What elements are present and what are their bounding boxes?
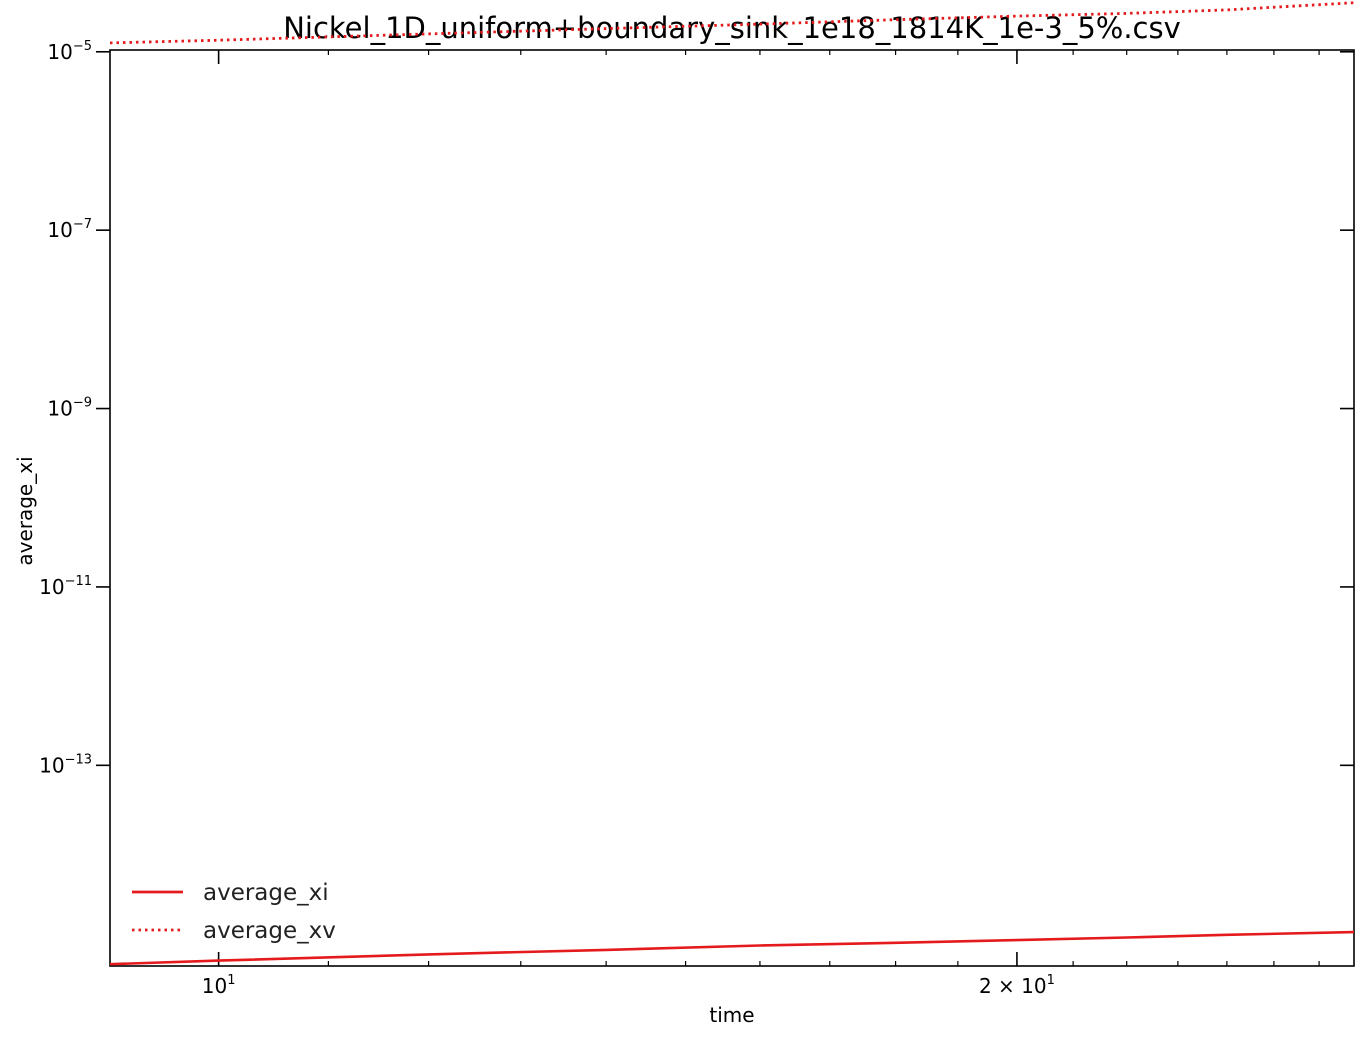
plot-area bbox=[109, 49, 1355, 967]
y-tick-label: 10−5 bbox=[47, 39, 92, 64]
x-axis-label: time bbox=[709, 1003, 754, 1027]
x-tick-label: 2 × 101 bbox=[979, 973, 1055, 998]
series-line-average-xv bbox=[109, 1, 1355, 45]
chart-title: Nickel_1D_uniform+boundary_sink_1e18_181… bbox=[283, 11, 1181, 45]
series-line-average-xi bbox=[109, 930, 1355, 966]
legend-label: average_xi bbox=[203, 880, 329, 906]
y-tick-label: 10−11 bbox=[39, 574, 92, 599]
y-tick-label: 10−7 bbox=[47, 217, 92, 242]
y-tick-label: 10−13 bbox=[39, 752, 92, 777]
y-axis-ticks: 10−5 10−7 10−9 10−11 10−13 bbox=[39, 39, 1354, 777]
legend: average_xi average_xv bbox=[132, 880, 336, 944]
y-axis-label: average_xi bbox=[13, 456, 37, 565]
y-tick-label: 10−9 bbox=[47, 396, 92, 421]
series-lines bbox=[109, 1, 1355, 966]
x-axis-ticks: 101 2 × 101 bbox=[202, 50, 1320, 998]
x-tick-label: 101 bbox=[202, 973, 236, 998]
legend-label: average_xv bbox=[203, 918, 336, 944]
